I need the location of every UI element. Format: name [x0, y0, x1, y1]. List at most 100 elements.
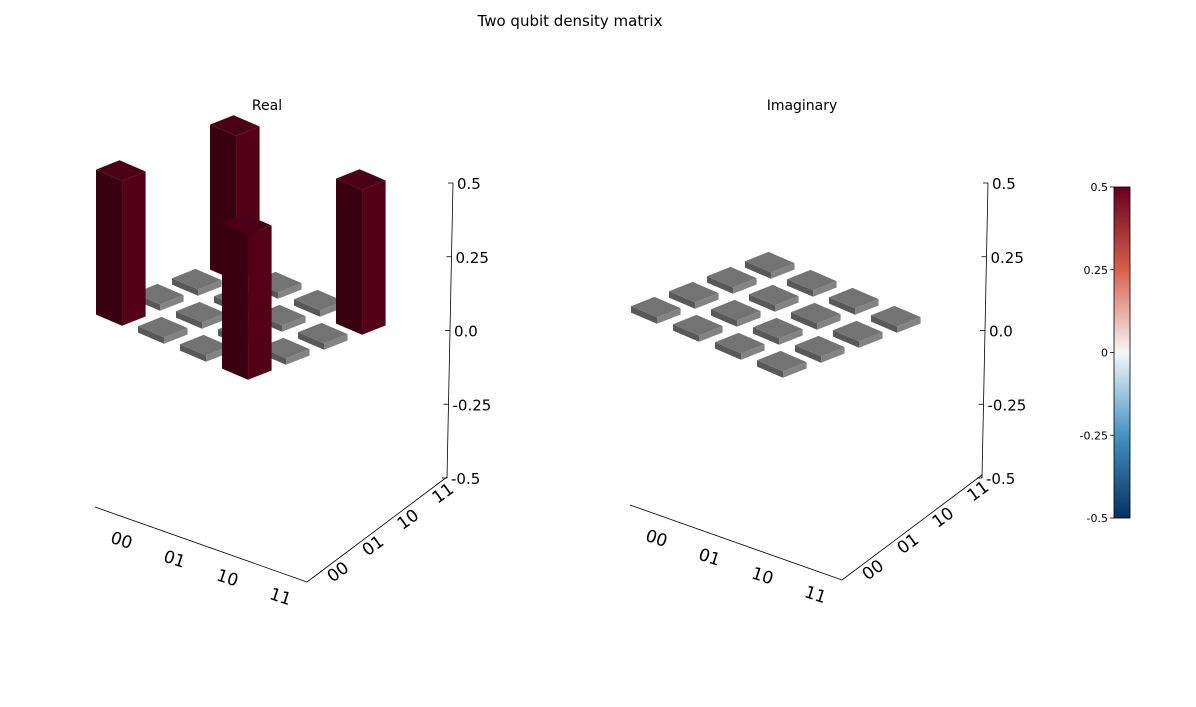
- bar-side-face: [222, 223, 249, 380]
- y-tick-label: 01: [894, 530, 923, 559]
- x-tick-label: 10: [214, 566, 241, 592]
- bar-side-face: [715, 342, 742, 360]
- bar-front-face: [771, 263, 795, 279]
- colorbar-tick-label: 0: [1101, 347, 1108, 360]
- bar-top-face: [210, 115, 260, 136]
- bar: [871, 305, 921, 333]
- bar: [96, 160, 146, 326]
- z-tick-label: 0.0: [454, 323, 478, 341]
- bar-side-face: [176, 311, 203, 329]
- panel-title: Imaginary: [767, 98, 838, 114]
- bar-side-face: [673, 324, 700, 342]
- bar-side-face: [791, 312, 818, 330]
- bar: [631, 296, 681, 324]
- bar-side-face: [753, 327, 780, 345]
- bar-side-face: [96, 169, 123, 326]
- bar-front-face: [122, 171, 146, 326]
- bar-side-face: [757, 360, 784, 378]
- bar-front-face: [783, 362, 807, 378]
- bar-front-face: [202, 313, 226, 329]
- bar-front-face: [859, 332, 883, 348]
- bar-side-face: [138, 326, 165, 344]
- bar-side-face: [669, 291, 696, 309]
- bar: [749, 284, 799, 312]
- bar-side-face: [787, 279, 814, 297]
- bar: [787, 269, 837, 297]
- bar: [298, 322, 348, 350]
- bar-top-face: [787, 269, 837, 291]
- colorbar-gradient: [1113, 186, 1131, 519]
- z-tick-label: -0.5: [451, 470, 480, 488]
- bar: [791, 302, 841, 330]
- colorbar-tick-label: 0.5: [1091, 181, 1109, 194]
- bar: [711, 299, 761, 327]
- bar-top-face: [336, 169, 386, 190]
- bar: [336, 169, 386, 335]
- bar-top-face: [669, 281, 719, 303]
- y-tick-label: 10: [929, 504, 958, 533]
- bar-front-face: [779, 329, 803, 345]
- bar-side-face: [294, 299, 321, 317]
- bar-top-face: [631, 296, 681, 318]
- bar-side-face: [829, 297, 856, 315]
- x-axis-line: [94, 506, 308, 583]
- bar-side-face: [336, 178, 363, 335]
- figure-title: Two qubit density matrix: [477, 12, 663, 30]
- bar: [833, 320, 883, 348]
- bar-side-face: [707, 276, 734, 294]
- bar-top-face: [829, 287, 879, 309]
- x-tick-label: 10: [749, 564, 776, 590]
- bar: [176, 301, 226, 329]
- bar-top-face: [176, 301, 226, 323]
- bar: [222, 214, 272, 380]
- bar-top-face: [753, 317, 803, 339]
- x-tick-label: 00: [108, 528, 135, 554]
- bar: [172, 268, 222, 296]
- bar-side-face: [180, 344, 207, 362]
- bar: [745, 251, 795, 279]
- bar-side-face: [631, 306, 658, 324]
- z-tick-label: 0.25: [991, 249, 1024, 267]
- bar-side-face: [745, 261, 772, 279]
- colorbar: 0.5 0.25 0 -0.25 -0.5: [1080, 181, 1131, 525]
- bar-top-face: [707, 266, 757, 288]
- bar-front-face: [282, 316, 306, 332]
- z-tick-label: 0.0: [989, 323, 1013, 341]
- bar-front-face: [324, 334, 348, 350]
- colorbar-tick-label: -0.5: [1087, 512, 1108, 525]
- bar: [707, 266, 757, 294]
- bar-top-face: [791, 302, 841, 324]
- y-tick-label: 00: [859, 556, 888, 585]
- bar: [673, 314, 723, 342]
- imaginary-part-panel: Imaginary0.50.250.0-0.25-0.5000110110001…: [629, 98, 1027, 608]
- bar-side-face: [833, 330, 860, 348]
- bar-top-face: [715, 332, 765, 354]
- bar-front-face: [286, 349, 310, 365]
- bar-side-face: [711, 309, 738, 327]
- z-tick-label: -0.25: [988, 396, 1027, 414]
- bar-front-face: [164, 328, 188, 344]
- y-axis-line: [841, 474, 983, 581]
- bar-side-face: [871, 315, 898, 333]
- bar-front-face: [821, 347, 845, 363]
- x-tick-label: 01: [161, 547, 188, 573]
- bar-top-face: [711, 299, 761, 321]
- bars: [96, 115, 386, 380]
- bar-front-face: [737, 311, 761, 327]
- bar-front-face: [657, 308, 681, 324]
- bar-side-face: [795, 345, 822, 363]
- colorbar-tick-label: -0.25: [1080, 429, 1108, 442]
- x-axis-line: [629, 504, 843, 581]
- bar-top-face: [757, 350, 807, 372]
- bar-front-face: [278, 283, 302, 299]
- z-tick-label: 0.5: [457, 175, 481, 193]
- bar-side-face: [298, 332, 325, 350]
- bar: [757, 350, 807, 378]
- colorbar-tick-label: 0.25: [1084, 264, 1109, 277]
- z-tick-label: 0.5: [992, 175, 1016, 193]
- bar-front-face: [733, 278, 757, 294]
- bar-top-face: [134, 283, 184, 305]
